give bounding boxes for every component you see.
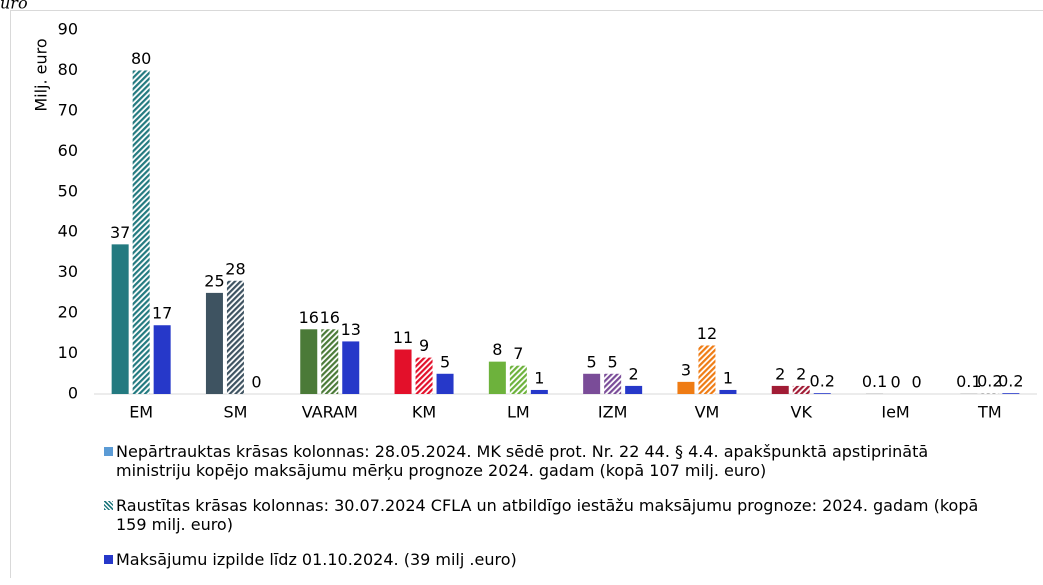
bar (510, 366, 527, 394)
data-label: 9 (419, 336, 429, 355)
legend-label: Maksājumu izpilde līdz 01.10.2024. (39 m… (116, 550, 517, 569)
y-tick-label: 20 (58, 303, 78, 322)
bar (981, 393, 998, 394)
data-label: 5 (608, 352, 618, 371)
bar (814, 393, 831, 394)
bar (112, 244, 129, 394)
data-label: 0 (890, 373, 900, 392)
bar (300, 329, 317, 394)
bar (133, 70, 150, 394)
data-label: 7 (513, 344, 523, 363)
bar (154, 325, 171, 394)
data-label: 12 (697, 324, 717, 343)
legend-item: Nepārtrauktas krāsas kolonnas: 28.05.202… (104, 442, 984, 480)
legend-item: Raustītas krāsas kolonnas: 30.07.2024 CF… (104, 496, 984, 534)
y-tick-label: 30 (58, 262, 78, 281)
data-label: 37 (110, 223, 130, 242)
legend-swatch (104, 555, 113, 564)
data-label: 2 (796, 364, 806, 383)
x-tick-label: KM (412, 403, 436, 422)
data-label: 16 (299, 308, 319, 327)
data-label: 5 (440, 352, 450, 371)
data-label: 1 (723, 368, 733, 387)
data-label: 0.2 (998, 372, 1023, 391)
data-label: 1 (534, 368, 544, 387)
data-label: 8 (492, 340, 502, 359)
x-tick-label: IZM (598, 403, 627, 422)
bar (698, 345, 715, 394)
legend-item: Maksājumu izpilde līdz 01.10.2024. (39 m… (104, 550, 984, 569)
data-label: 16 (320, 308, 340, 327)
data-label: 17 (152, 304, 172, 323)
bar (206, 293, 223, 394)
bar (793, 386, 810, 394)
data-label: 80 (131, 49, 151, 68)
data-label: 5 (587, 352, 597, 371)
legend-label: Raustītas krāsas kolonnas: 30.07.2024 CF… (116, 496, 978, 534)
bar (489, 362, 506, 394)
legend-swatch (104, 501, 113, 510)
data-label: 25 (204, 271, 224, 290)
data-label: 0.1 (862, 372, 887, 391)
data-label: 11 (393, 328, 413, 347)
data-label: 0 (911, 373, 921, 392)
bar (604, 374, 621, 394)
legend-label: Nepārtrauktas krāsas kolonnas: 28.05.202… (116, 442, 928, 480)
bar (321, 329, 338, 394)
bar (1002, 393, 1019, 394)
y-tick-label: 60 (58, 141, 78, 160)
bar (583, 374, 600, 394)
bar (719, 390, 736, 394)
x-tick-label: LM (507, 403, 530, 422)
bar (416, 358, 433, 394)
bar (437, 374, 454, 394)
bar (227, 281, 244, 394)
data-label: 0.2 (810, 372, 835, 391)
data-label: 0 (251, 373, 261, 392)
bar (395, 350, 412, 394)
y-tick-label: 10 (58, 343, 78, 362)
y-tick-label: 50 (58, 181, 78, 200)
x-tick-label: VK (791, 403, 813, 422)
bar (342, 341, 359, 394)
y-tick-label: 0 (68, 384, 78, 403)
data-label: 2 (775, 364, 785, 383)
title-fragment: uro (0, 0, 28, 13)
legend-swatch (104, 447, 113, 456)
data-label: 13 (341, 320, 361, 339)
bar (772, 386, 789, 394)
bar (531, 390, 548, 394)
x-tick-label: VARAM (302, 403, 358, 422)
data-label: 2 (629, 364, 639, 383)
bar (625, 386, 642, 394)
y-tick-label: 90 (58, 20, 78, 39)
x-tick-label: TM (977, 403, 1002, 422)
legend: Nepārtrauktas krāsas kolonnas: 28.05.202… (104, 442, 984, 585)
x-tick-label: EM (129, 403, 153, 422)
x-tick-label: VM (695, 403, 720, 422)
y-tick-label: 40 (58, 222, 78, 241)
y-axis-label: Milj. euro (32, 38, 51, 111)
x-tick-label: SM (223, 403, 247, 422)
y-tick-label: 80 (58, 60, 78, 79)
data-label: 3 (681, 360, 691, 379)
y-tick-label: 70 (58, 100, 78, 119)
data-label: 28 (225, 259, 245, 278)
x-tick-label: IeM (881, 403, 909, 422)
bar (677, 382, 694, 394)
